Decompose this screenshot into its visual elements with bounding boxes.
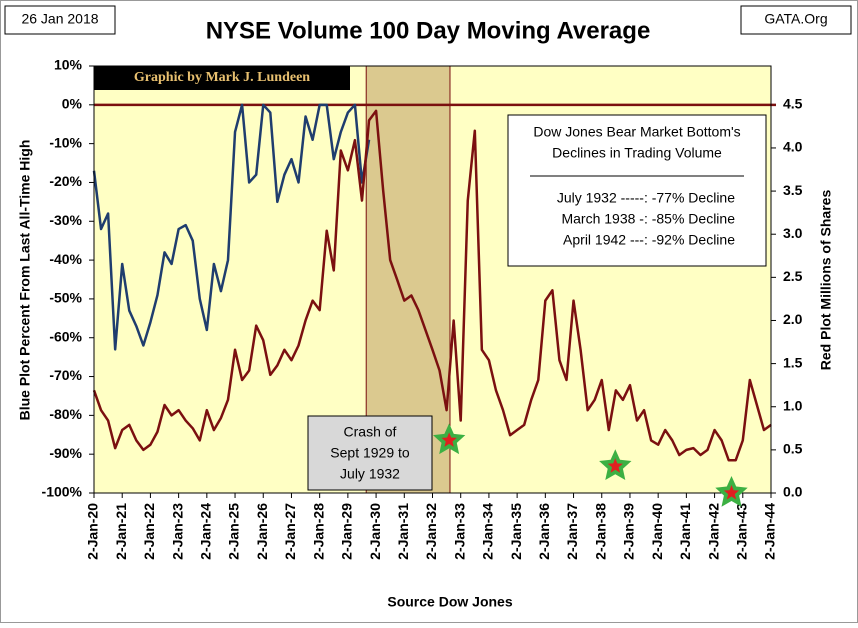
info-box	[507, 114, 767, 267]
y2-tick-label: 4.0	[783, 139, 803, 155]
info-line: July 1932 -----: -77% Decline	[557, 190, 735, 206]
chart-title: NYSE Volume 100 Day Moving Average	[206, 17, 651, 44]
bottom-star-core	[607, 458, 623, 473]
y2-tick-label: 4.5	[783, 96, 803, 112]
y2-tick-label: 3.0	[783, 225, 803, 241]
series-line	[92, 103, 371, 351]
y-tick-label: -50%	[49, 290, 82, 306]
credit-box	[94, 66, 350, 90]
y2-tick-label: 1.0	[783, 397, 803, 413]
y-tick-label: -100%	[42, 484, 83, 500]
x-tick-label: 2-Jan-44	[762, 503, 778, 560]
x-tick-label: 2-Jan-33	[451, 503, 467, 560]
y-tick-label: -90%	[49, 445, 82, 461]
y-tick-label: -10%	[49, 134, 82, 150]
y2-tick-label: 0.0	[783, 484, 803, 500]
x-axis-title: Source Dow Jones	[387, 594, 512, 610]
x-tick-label: 2-Jan-35	[508, 503, 524, 560]
y2-tick-label: 2.5	[783, 268, 803, 284]
x-tick-label: 2-Jan-23	[169, 503, 185, 560]
y-tick-label: -80%	[49, 406, 82, 422]
x-tick-label: 2-Jan-27	[282, 503, 298, 560]
date-label: 26 Jan 2018	[21, 11, 98, 27]
site-box	[740, 5, 852, 35]
info-title: Dow Jones Bear Market Bottom's	[533, 124, 740, 140]
x-tick-label: 2-Jan-32	[423, 503, 439, 560]
y2-tick-label: 1.5	[783, 354, 803, 370]
x-tick-label: 2-Jan-21	[113, 503, 129, 560]
x-tick-label: 2-Jan-30	[367, 503, 383, 560]
crash-label: Sept 1929 to	[330, 445, 410, 461]
x-tick-label: 2-Jan-36	[536, 503, 552, 560]
y-tick-label: -40%	[49, 251, 82, 267]
x-tick-label: 2-Jan-39	[621, 503, 637, 560]
series-line	[92, 109, 772, 462]
x-tick-label: 2-Jan-42	[705, 503, 721, 560]
y2-tick-label: 2.0	[783, 311, 803, 327]
x-tick-label: 2-Jan-20	[85, 503, 101, 560]
y-tick-label: -70%	[49, 367, 82, 383]
x-tick-label: 2-Jan-31	[395, 503, 411, 560]
info-title: Declines in Trading Volume	[552, 145, 722, 161]
x-tick-label: 2-Jan-43	[733, 503, 749, 560]
y-tick-label: 10%	[54, 57, 83, 73]
plot-border	[93, 65, 772, 494]
y2-tick-label: 3.5	[783, 182, 803, 198]
x-tick-label: 2-Jan-34	[480, 503, 496, 560]
crash-label: July 1932	[340, 466, 400, 482]
y2-tick-label: 0.5	[783, 441, 803, 457]
x-tick-label: 2-Jan-22	[141, 503, 157, 560]
x-tick-label: 2-Jan-41	[677, 503, 693, 560]
credit: Graphic by Mark J. Lundeen	[134, 70, 310, 85]
y2-axis-title: Red Plot Millions of Shares	[818, 190, 834, 371]
y-tick-label: -30%	[49, 212, 82, 228]
date-box	[4, 5, 116, 35]
crash-label: Crash of	[344, 424, 397, 440]
bottom-star-core	[723, 485, 740, 500]
y-axis-title: Blue Plot Percent From Last All-Time Hig…	[17, 140, 33, 421]
site-label: GATA.Org	[764, 11, 827, 27]
x-tick-label: 2-Jan-40	[649, 503, 665, 560]
y-tick-label: 0%	[62, 96, 83, 112]
y-tick-label: -60%	[49, 328, 82, 344]
crash-box	[307, 415, 433, 491]
x-tick-label: 2-Jan-24	[198, 503, 214, 560]
x-tick-label: 2-Jan-28	[310, 503, 326, 560]
x-tick-label: 2-Jan-26	[254, 503, 270, 560]
x-tick-label: 2-Jan-29	[339, 503, 355, 560]
bottom-star-core	[441, 432, 457, 447]
info-line: April 1942 ---: -92% Decline	[563, 232, 735, 248]
x-tick-label: 2-Jan-38	[592, 503, 608, 560]
y-tick-label: -20%	[49, 173, 82, 189]
x-tick-label: 2-Jan-25	[226, 503, 242, 560]
info-line: March 1938 -: -85% Decline	[561, 211, 735, 227]
x-tick-label: 2-Jan-37	[564, 503, 580, 560]
